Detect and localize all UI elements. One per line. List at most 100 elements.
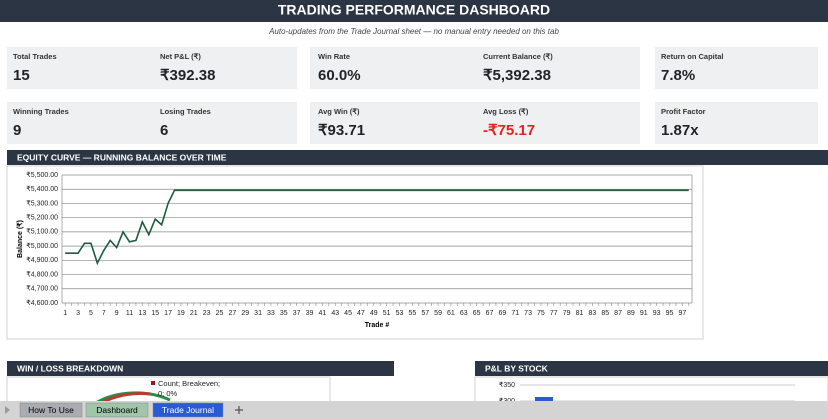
kpi-value: ₹93.71 (318, 122, 365, 139)
x-tick-label: 83 (588, 310, 596, 317)
x-tick-label: 19 (177, 310, 185, 317)
y-tick-label: ₹350 (499, 381, 515, 389)
kpi-label: Avg Win (₹) (318, 107, 360, 116)
sheet-tab[interactable] (19, 402, 83, 418)
x-tick-label: 91 (640, 310, 648, 317)
kpi-label: Losing Trades (160, 107, 211, 116)
kpi-value: 15 (13, 67, 30, 84)
x-tick-label: 43 (331, 310, 339, 317)
x-tick-label: 79 (563, 310, 571, 317)
section-header (7, 150, 828, 165)
kpi-value: 1.87x (661, 122, 699, 139)
section-title: P&L BY STOCK (485, 363, 549, 373)
kpi-label: Win Rate (318, 52, 350, 61)
x-tick-label: 55 (408, 310, 416, 317)
x-tick-label: 5 (89, 310, 93, 317)
x-tick-label: 35 (280, 310, 288, 317)
x-tick-label: 39 (306, 310, 314, 317)
x-tick-label: 67 (486, 310, 494, 317)
kpi-label: Avg Loss (₹) (483, 107, 529, 116)
x-tick-label: 81 (576, 310, 584, 317)
y-tick-label: ₹5,400.00 (26, 185, 58, 193)
section-title: WIN / LOSS BREAKDOWN (17, 363, 123, 373)
legend-text: 0; 0% (158, 389, 178, 398)
equity-line (65, 189, 689, 266)
section-header (475, 361, 828, 376)
y-tick-label: ₹4,800.00 (26, 270, 58, 278)
y-axis-label: Balance (₹) (16, 220, 24, 258)
x-tick-label: 97 (678, 310, 686, 317)
subtitle: Auto-updates from the Trade Journal shee… (268, 27, 559, 36)
sheet-tab[interactable] (152, 402, 224, 418)
x-tick-label: 41 (318, 310, 326, 317)
x-tick-label: 77 (550, 310, 558, 317)
y-tick-label: ₹5,100.00 (26, 228, 58, 236)
sheet-tab-label[interactable]: Dashboard (96, 405, 138, 415)
x-tick-label: 57 (421, 310, 429, 317)
add-sheet[interactable] (235, 406, 243, 414)
legend-text: Count; Breakeven; (158, 379, 220, 388)
kpi-card (655, 102, 818, 144)
x-tick-label: 31 (254, 310, 262, 317)
section-title: EQUITY CURVE — RUNNING BALANCE OVER TIME (17, 152, 227, 162)
x-tick-label: 59 (434, 310, 442, 317)
x-tick-label: 11 (126, 310, 133, 317)
x-tick-label: 45 (344, 310, 352, 317)
title: TRADING PERFORMANCE DASHBOARD (278, 2, 550, 18)
x-axis-label: Trade # (365, 322, 390, 329)
x-tick-label: 75 (537, 310, 545, 317)
kpi-value: 6 (160, 122, 168, 139)
sheet-tab-label[interactable]: How To Use (28, 405, 74, 415)
x-tick-label: 47 (357, 310, 365, 317)
x-tick-label: 33 (267, 310, 275, 317)
x-tick-label: 49 (370, 310, 378, 317)
y-tick-label: ₹4,700.00 (26, 285, 58, 293)
x-tick-label: 29 (241, 310, 249, 317)
y-tick-label: ₹4,600.00 (26, 299, 58, 307)
x-tick-label: 71 (511, 310, 519, 317)
kpi-value: -₹75.17 (483, 122, 535, 139)
x-tick-label: 17 (164, 310, 172, 317)
x-tick-label: 93 (653, 310, 661, 317)
kpi-card (7, 47, 297, 89)
x-tick-label: 15 (151, 310, 159, 317)
x-tick-label: 73 (524, 310, 532, 317)
section-header (7, 361, 394, 376)
x-tick-label: 85 (601, 310, 609, 317)
x-tick-label: 69 (498, 310, 506, 317)
x-tick-label: 95 (666, 310, 674, 317)
x-tick-label: 87 (614, 310, 622, 317)
kpi-value: 7.8% (661, 67, 695, 84)
kpi-value: ₹392.38 (160, 67, 215, 84)
sheet-tab-label[interactable]: Trade Journal (162, 405, 214, 415)
x-tick-label: 13 (138, 310, 146, 317)
y-tick-label: ₹5,200.00 (26, 214, 58, 222)
y-tick-label: ₹300 (499, 397, 515, 405)
x-tick-label: 9 (115, 310, 119, 317)
x-tick-label: 65 (473, 310, 481, 317)
sheet-tab[interactable] (85, 402, 149, 418)
legend-swatch (151, 381, 155, 385)
kpi-card (310, 102, 640, 144)
y-tick-label: ₹5,000.00 (26, 242, 58, 250)
y-tick-label: ₹5,500.00 (26, 171, 58, 179)
x-tick-label: 1 (63, 310, 67, 317)
title-bar (0, 0, 828, 22)
kpi-card (655, 47, 818, 89)
kpi-label: Current Balance (₹) (483, 52, 553, 61)
x-tick-label: 53 (396, 310, 404, 317)
kpi-value: 9 (13, 122, 21, 139)
kpi-value: ₹5,392.38 (483, 67, 551, 84)
kpi-label: Total Trades (13, 52, 57, 61)
x-tick-label: 21 (190, 310, 198, 317)
x-tick-label: 51 (383, 310, 391, 317)
kpi-value: 60.0% (318, 67, 361, 84)
scroll-arrow (5, 406, 10, 414)
x-tick-label: 89 (627, 310, 635, 317)
kpi-label: Return on Capital (661, 52, 724, 61)
kpi-label: Net P&L (₹) (160, 52, 201, 61)
y-tick-label: ₹4,900.00 (26, 256, 58, 264)
x-tick-label: 27 (228, 310, 236, 317)
kpi-label: Winning Trades (13, 107, 69, 116)
